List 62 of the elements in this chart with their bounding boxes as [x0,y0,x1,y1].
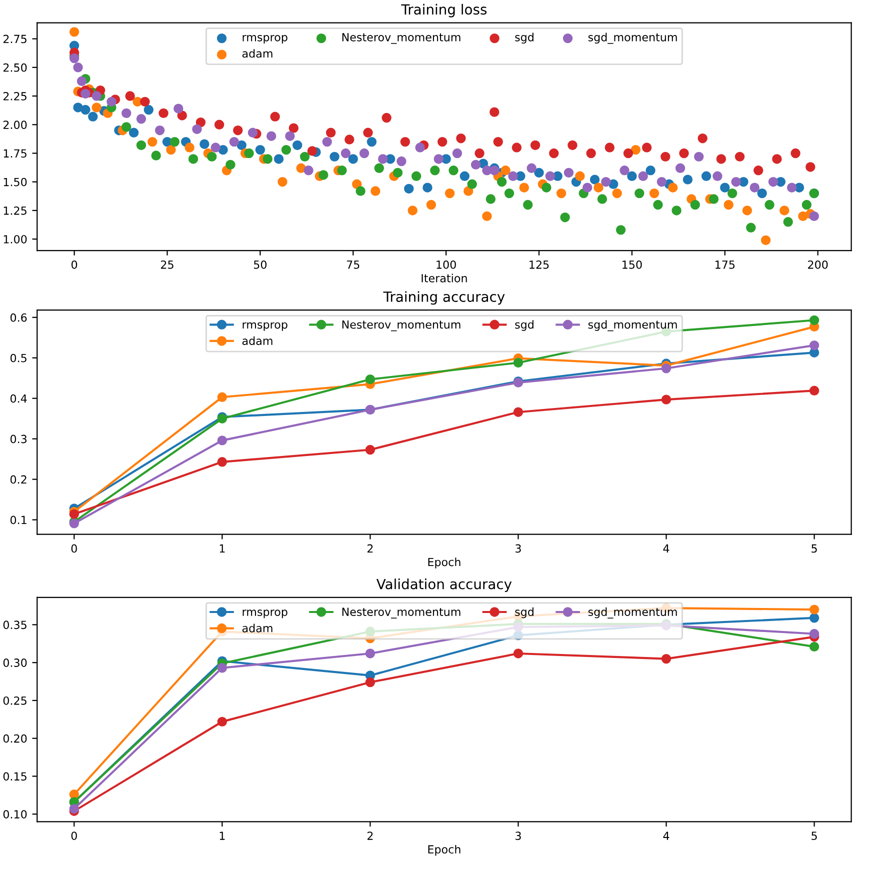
y-tick-label: 0.6 [10,313,27,322]
x-tick-label: 4 [663,832,670,840]
y-tick-label: 2.75 [3,34,26,44]
x-tick-label: 50 [254,260,267,269]
legend-label: adam [242,624,272,632]
legend-label: sgd [515,320,534,331]
x-tick-label: 1 [220,544,225,553]
y-tick-label: 1.75 [4,149,26,158]
y-tick-label: 0.30 [3,658,27,667]
x-tick-label: 150 [622,260,642,269]
legend-label: sgd_momentum [588,320,677,332]
legend-label: sgd_momentum [588,607,677,618]
y-tick-label: 0.25 [3,696,26,705]
legend-label: rmsprop [242,34,288,44]
legend-label: Nesterov_momentum [342,608,460,618]
x-tick-label: 2 [367,832,373,840]
x-tick-label: 0 [71,832,77,840]
y-tick-label: 2.25 [3,92,26,100]
x-tick-label: 2 [367,544,373,553]
y-tick-label: 0.10 [3,810,27,818]
x-tick-label: 0 [72,260,78,269]
legend-label: sgd_momentum [588,32,677,44]
x-axis-title: Epoch [428,558,460,568]
y-tick-label: 1.00 [4,235,27,244]
x-tick-label: 75 [346,260,360,269]
legend-label: sgd [515,607,534,618]
y-tick-label: 1.25 [4,206,26,215]
legend-label: rmsprop [242,322,288,331]
y-tick-label: 0.4 [10,394,27,403]
x-tick-label: 5 [812,544,817,553]
legend-label: rmsprop [242,610,288,618]
y-tick-label: 0.3 [10,434,27,444]
x-tick-label: 200 [808,260,828,269]
y-tick-label: 0.1 [10,516,26,524]
legend-label: sgd [515,32,534,44]
x-tick-label: 0 [71,544,77,553]
chart-title: Training loss [401,4,487,18]
x-tick-label: 3 [516,832,521,840]
y-tick-label: 1.50 [4,178,27,186]
legend-label: Nesterov_momentum [342,320,460,332]
legend-label: adam [242,336,272,346]
y-tick-label: 0.2 [10,475,26,484]
x-tick-label: 125 [530,260,549,269]
y-tick-label: 2.00 [3,120,27,130]
x-tick-label: 25 [160,260,174,269]
x-tick-label: 5 [812,832,817,840]
y-tick-label: 0.35 [3,620,26,630]
legend-label: Nesterov_momentum [342,33,460,44]
chart-title: Training accuracy [383,291,505,305]
y-tick-label: 0.15 [3,772,26,781]
legend-label: adam [242,49,272,58]
x-tick-label: 175 [716,260,735,269]
y-tick-label: 2.50 [3,63,27,72]
y-tick-label: 0.20 [3,734,27,743]
x-tick-label: 4 [663,544,670,553]
chart-title: Validation accuracy [376,578,512,592]
x-tick-label: 100 [436,260,456,269]
y-tick-label: 0.5 [10,354,26,362]
x-axis-title: Iteration [422,274,467,282]
x-tick-label: 3 [516,544,521,553]
x-tick-label: 1 [220,832,225,840]
x-axis-title: Epoch [428,844,460,856]
